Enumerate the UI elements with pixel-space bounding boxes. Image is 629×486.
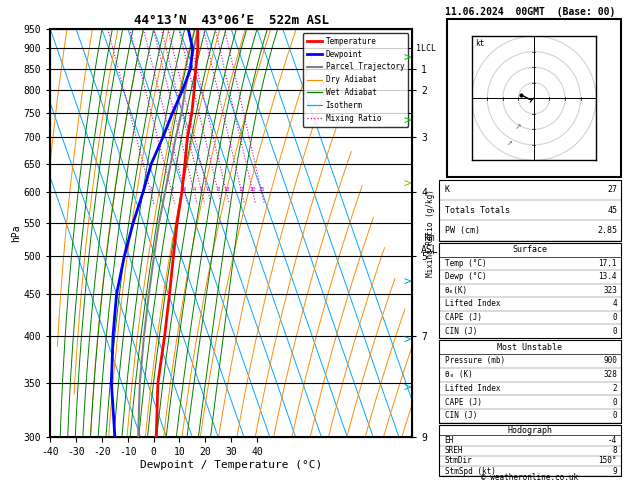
Text: >: > [403,276,411,288]
Text: Temp (°C): Temp (°C) [445,259,486,268]
Text: >: > [403,115,411,128]
Text: CIN (J): CIN (J) [445,327,477,335]
Text: >: > [403,52,411,65]
Text: ↗: ↗ [515,122,521,131]
Text: © weatheronline.co.uk: © weatheronline.co.uk [481,473,579,482]
Text: 25: 25 [259,187,265,192]
Text: kt: kt [475,39,484,48]
Text: >: > [403,178,411,191]
Text: -4: -4 [608,436,617,445]
Legend: Temperature, Dewpoint, Parcel Trajectory, Dry Adiabat, Wet Adiabat, Isotherm, Mi: Temperature, Dewpoint, Parcel Trajectory… [303,33,408,126]
Text: 8: 8 [613,446,617,455]
Text: 20: 20 [250,187,256,192]
Text: CIN (J): CIN (J) [445,412,477,420]
Text: 150°: 150° [599,456,617,466]
Bar [447,19,621,177]
Text: 0: 0 [613,412,617,420]
Text: 13.4: 13.4 [599,272,617,281]
Text: Pressure (mb): Pressure (mb) [445,356,505,365]
Text: 10: 10 [223,187,230,192]
Text: θₑ (K): θₑ (K) [445,370,472,379]
Bar [439,340,621,423]
Text: 0: 0 [613,313,617,322]
Text: CAPE (J): CAPE (J) [445,313,482,322]
Text: 11.06.2024  00GMT  (Base: 00): 11.06.2024 00GMT (Base: 00) [445,7,615,17]
Text: CAPE (J): CAPE (J) [445,398,482,407]
Text: EH: EH [445,436,454,445]
Text: 323: 323 [603,286,617,295]
Text: ↗: ↗ [506,137,512,147]
Text: 27: 27 [607,186,617,194]
Text: 5: 5 [200,187,203,192]
Text: Lifted Index: Lifted Index [445,299,500,309]
Text: θₑ(K): θₑ(K) [445,286,468,295]
Text: Most Unstable: Most Unstable [498,343,562,351]
Bar [439,180,621,241]
Text: 0: 0 [613,327,617,335]
Bar [439,425,621,476]
Bar [439,243,621,338]
Text: Hodograph: Hodograph [508,426,552,435]
Text: 17.1: 17.1 [599,259,617,268]
Text: SREH: SREH [445,446,463,455]
Text: 9: 9 [613,467,617,476]
Text: >: > [403,334,411,347]
Text: 6: 6 [206,187,209,192]
Text: 2: 2 [170,187,173,192]
X-axis label: Dewpoint / Temperature (°C): Dewpoint / Temperature (°C) [140,460,322,470]
Text: 2.85: 2.85 [597,226,617,235]
Text: Dewp (°C): Dewp (°C) [445,272,486,281]
Text: >: > [403,382,411,395]
Text: 1: 1 [149,187,152,192]
Text: Mixing Ratio (g/kg): Mixing Ratio (g/kg) [426,190,435,277]
Text: 4: 4 [192,187,196,192]
Text: 2: 2 [613,384,617,393]
Text: 45: 45 [607,206,617,215]
Y-axis label: km
ASL: km ASL [421,233,438,255]
Text: 900: 900 [603,356,617,365]
Text: StmSpd (kt): StmSpd (kt) [445,467,496,476]
Text: 8: 8 [216,187,220,192]
Text: Lifted Index: Lifted Index [445,384,500,393]
Text: 0: 0 [613,398,617,407]
Text: K: K [445,186,450,194]
Text: 328: 328 [603,370,617,379]
Text: 4: 4 [613,299,617,309]
Text: PW (cm): PW (cm) [445,226,480,235]
Text: Surface: Surface [513,245,547,254]
Text: StmDir: StmDir [445,456,472,466]
Text: 15: 15 [238,187,245,192]
Title: 44°13’N  43°06’E  522m ASL: 44°13’N 43°06’E 522m ASL [133,14,329,27]
Y-axis label: hPa: hPa [11,225,21,242]
Text: Totals Totals: Totals Totals [445,206,509,215]
Text: 1LCL: 1LCL [416,44,436,53]
Text: 3: 3 [183,187,186,192]
